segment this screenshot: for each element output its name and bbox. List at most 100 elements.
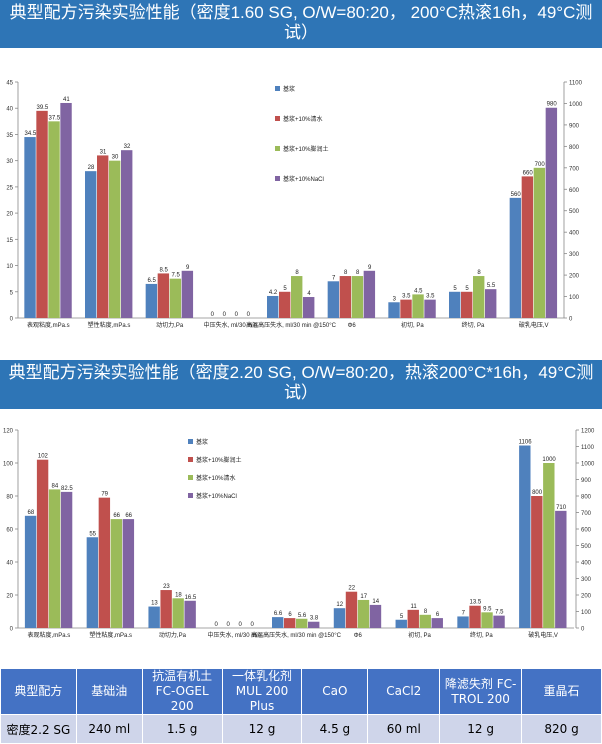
chart-bar: [279, 291, 291, 318]
bar-data-label: 7: [332, 275, 336, 281]
chart-bar: [457, 616, 469, 628]
x-axis-category-label: 中压失水, ml/30 min: [208, 631, 261, 639]
chart-bar: [284, 618, 296, 628]
bar-data-label: 28: [88, 165, 95, 171]
table-header-cell: 基础油: [75, 668, 143, 715]
secondary-y-axis-tick-label: 600: [581, 528, 592, 534]
chart-bar: [543, 463, 555, 628]
x-axis-category-label: 破乳电压,V: [519, 321, 549, 329]
bar-data-label: 68: [28, 510, 35, 516]
table-header-row: 典型配方 基础油 抗温有机土 FC-OGEL 200 一体乳化剂 MUL 200…: [0, 668, 602, 715]
bar-data-label: 14: [372, 599, 379, 605]
y-axis-tick-label: 20: [6, 594, 13, 600]
chart-bar: [184, 600, 196, 628]
bar-data-label: 5: [453, 286, 457, 292]
chart-bar: [395, 619, 407, 628]
chart-bar: [400, 299, 412, 318]
bar-data-label: 23: [163, 584, 170, 590]
chart-bar: [110, 519, 123, 628]
bar-data-label: 3: [393, 296, 397, 302]
table-header-cell: 一体乳化剂 MUL 200 Plus: [221, 668, 303, 715]
table-cell: 1.5 g: [141, 714, 223, 744]
bar-data-label: 5.5: [487, 283, 496, 289]
chart-bar: [521, 176, 534, 318]
legend-swatch: [188, 475, 193, 480]
bar-data-label: 13.5: [469, 600, 481, 606]
chart-bar: [493, 615, 505, 628]
bar-data-label: 4: [307, 291, 311, 297]
chart-bar: [98, 497, 111, 628]
x-axis-category-label: 动切力,Pa: [159, 631, 187, 639]
chart-bar: [333, 608, 346, 628]
bar-data-label: 8: [424, 609, 428, 615]
bar-data-label: 13: [151, 601, 158, 607]
chart-bar: [85, 171, 97, 318]
bar-data-label: 5: [465, 286, 469, 292]
secondary-y-axis-tick-label: 700: [569, 166, 580, 172]
chart-bar: [160, 590, 172, 628]
top-bar-chart: 0510152025303540450100200300400500600700…: [6, 81, 583, 330]
legend-swatch: [275, 116, 280, 121]
bar-data-label: 102: [38, 454, 49, 460]
bar-data-label: 0: [211, 312, 215, 318]
bar-data-label: 0: [235, 312, 239, 318]
bar-data-label: 12: [336, 602, 343, 608]
chart-bar: [339, 276, 352, 318]
x-axis-category-label: 终切, Pa: [462, 321, 485, 329]
secondary-y-axis-tick-label: 100: [581, 610, 592, 616]
bar-data-label: 0: [223, 312, 227, 318]
y-axis-tick-label: 5: [10, 290, 14, 296]
chart-bar: [473, 276, 485, 318]
chart-bar: [519, 445, 531, 628]
chart-bar: [424, 299, 436, 318]
chart-bar: [412, 294, 424, 318]
x-axis-category-label: 表观粘度,mPa.s: [28, 631, 71, 639]
legend-swatch: [188, 457, 193, 462]
bar-data-label: 3.5: [426, 294, 435, 300]
chart-bar: [121, 150, 133, 318]
bar-data-label: 6.6: [274, 611, 283, 617]
chart-bar: [545, 107, 558, 318]
chart-bar: [449, 291, 461, 318]
chart-bar: [327, 281, 340, 318]
bar-data-label: 1106: [519, 440, 533, 446]
bar-data-label: 8.5: [159, 267, 168, 273]
legend-swatch: [188, 439, 193, 444]
chart-bar: [481, 612, 493, 628]
bar-data-label: 560: [511, 192, 522, 198]
secondary-y-axis-tick-label: 300: [581, 577, 592, 583]
secondary-y-axis-tick-label: 200: [569, 274, 580, 280]
secondary-y-axis-tick-label: 1100: [569, 81, 583, 87]
chart-bar: [431, 618, 443, 628]
x-axis-category-label: 塑性粘度,mPa.s: [88, 321, 131, 329]
chart-bar: [145, 283, 158, 318]
secondary-y-axis-tick-label: 200: [581, 594, 592, 600]
table-header-cell: 抗温有机土 FC-OGEL 200: [141, 668, 223, 715]
bar-data-label: 37.5: [48, 115, 60, 121]
secondary-y-axis-tick-label: 400: [569, 231, 580, 237]
chart-bar: [469, 605, 481, 628]
y-axis-tick-label: 0: [10, 317, 14, 323]
chart-bar: [485, 289, 497, 318]
y-axis-tick-label: 35: [6, 133, 13, 139]
table-cell: 密度2.2 SG: [0, 714, 77, 744]
legend-label: 基浆: [196, 438, 208, 446]
chart-bar: [388, 302, 400, 318]
legend-label: 基浆+10%膨润土: [196, 456, 242, 464]
y-axis-tick-label: 0: [10, 627, 14, 633]
secondary-y-axis-tick-label: 800: [569, 145, 580, 151]
chart-bar: [461, 291, 473, 318]
bar-data-label: 7: [462, 610, 466, 616]
bar-data-label: 16.5: [185, 595, 197, 601]
bar-data-label: 7.5: [495, 610, 504, 616]
bar-data-label: 9: [368, 265, 372, 271]
chart-bar: [531, 496, 543, 628]
chart-bar: [24, 137, 36, 318]
top-chart-banner-title: 典型配方污染实验性能（密度1.60 SG, O/W=80:20， 200°C热滚…: [0, 0, 602, 48]
legend-label: 基浆+10%NaCl: [283, 175, 324, 183]
bar-data-label: 5: [400, 614, 404, 620]
bar-data-label: 660: [523, 170, 534, 176]
bar-data-label: 31: [100, 149, 107, 155]
bar-data-label: 6: [436, 612, 440, 618]
bar-data-label: 17: [360, 594, 367, 600]
